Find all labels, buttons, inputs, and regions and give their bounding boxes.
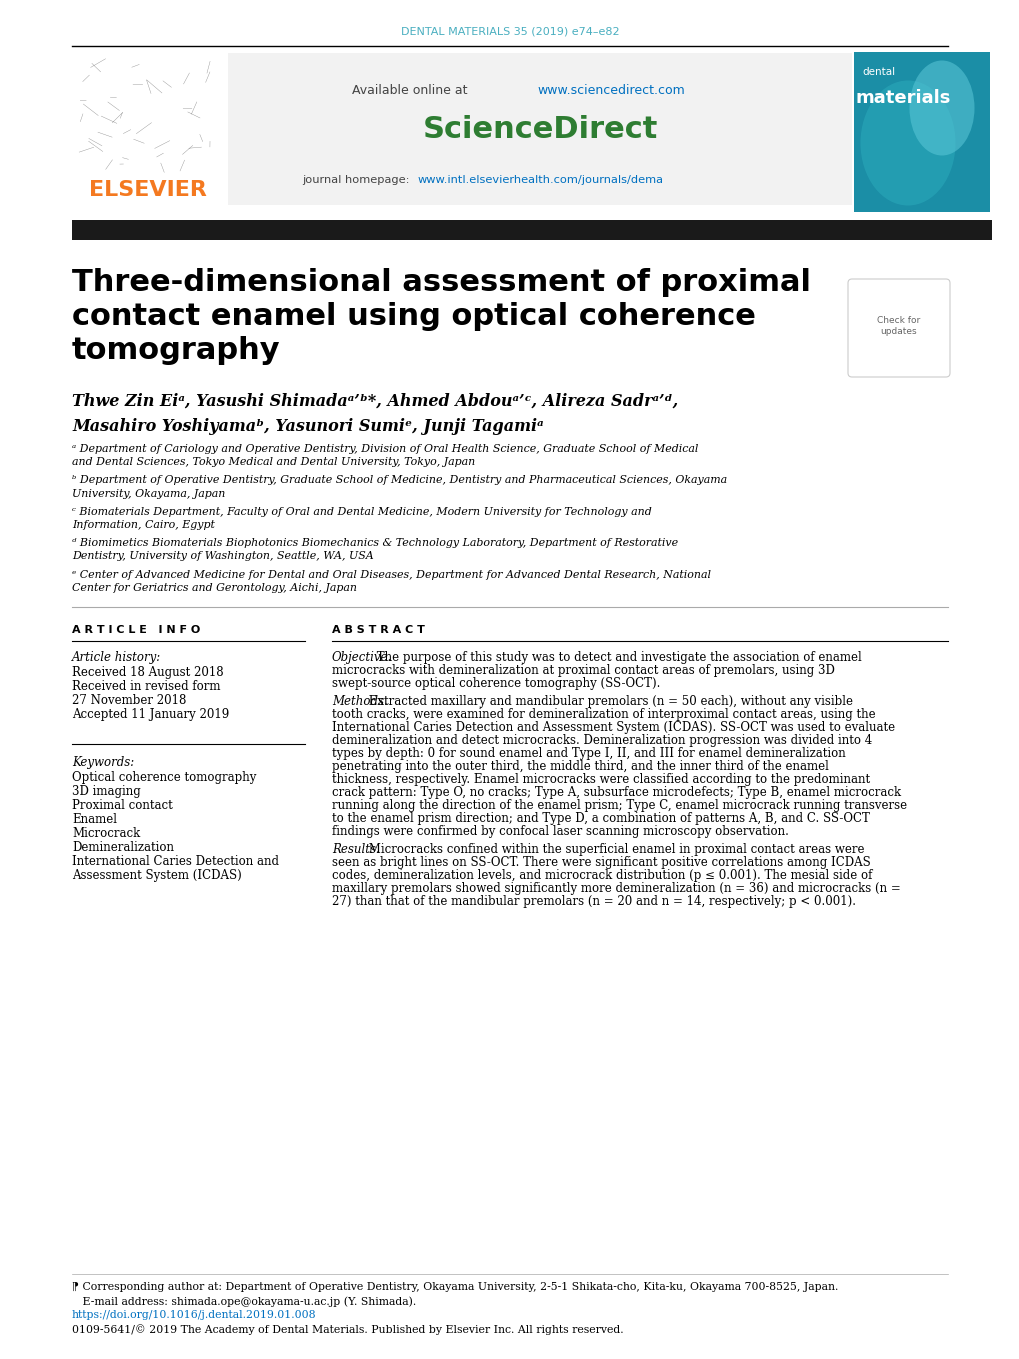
Text: to the enamel prism direction; and Type D, a combination of patterns A, B, and C: to the enamel prism direction; and Type … [331, 811, 869, 825]
Text: ScienceDirect: ScienceDirect [422, 116, 657, 144]
FancyBboxPatch shape [228, 53, 851, 205]
Text: Received 18 August 2018: Received 18 August 2018 [72, 666, 223, 680]
Text: codes, demineralization levels, and microcrack distribution (p ≤ 0.001). The mes: codes, demineralization levels, and micr… [331, 868, 871, 882]
FancyBboxPatch shape [847, 279, 949, 376]
Text: International Caries Detection and: International Caries Detection and [72, 855, 279, 868]
Text: Optical coherence tomography: Optical coherence tomography [72, 771, 256, 784]
Text: Accepted 11 January 2019: Accepted 11 January 2019 [72, 708, 229, 722]
Text: crack pattern: Type O, no cracks; Type A, subsurface microdefects; Type B, ename: crack pattern: Type O, no cracks; Type A… [331, 786, 900, 799]
FancyBboxPatch shape [72, 220, 991, 241]
Text: ELSEVIER: ELSEVIER [89, 179, 207, 200]
Text: materials: materials [855, 88, 951, 107]
Text: Thwe Zin Eiᵃ, Yasushi Shimadaᵃ’ᵇ*, Ahmed Abdouᵃ’ᶜ, Alireza Sadrᵃ’ᵈ,: Thwe Zin Eiᵃ, Yasushi Shimadaᵃ’ᵇ*, Ahmed… [72, 393, 678, 410]
Text: Keywords:: Keywords: [72, 756, 135, 769]
Text: Assessment System (ICDAS): Assessment System (ICDAS) [72, 868, 242, 882]
FancyBboxPatch shape [853, 52, 989, 212]
Text: and Dental Sciences, Tokyo Medical and Dental University, Tokyo, Japan: and Dental Sciences, Tokyo Medical and D… [72, 457, 475, 467]
Text: Available online at: Available online at [352, 83, 471, 96]
Text: journal homepage:: journal homepage: [302, 175, 413, 185]
Text: types by depth: 0 for sound enamel and Type I, II, and III for enamel deminerali: types by depth: 0 for sound enamel and T… [331, 747, 845, 760]
Text: microcracks with demineralization at proximal contact areas of premolars, using : microcracks with demineralization at pro… [331, 665, 835, 677]
Text: https://doi.org/10.1016/j.dental.2019.01.008: https://doi.org/10.1016/j.dental.2019.01… [72, 1310, 316, 1320]
Text: findings were confirmed by confocal laser scanning microscopy observation.: findings were confirmed by confocal lase… [331, 825, 788, 839]
Text: Demineralization: Demineralization [72, 841, 174, 853]
Text: tooth cracks, were examined for demineralization of interproximal contact areas,: tooth cracks, were examined for deminera… [331, 708, 874, 722]
Text: www.intl.elsevierhealth.com/journals/dema: www.intl.elsevierhealth.com/journals/dem… [418, 175, 663, 185]
Text: contact enamel using optical coherence: contact enamel using optical coherence [72, 302, 755, 332]
Text: International Caries Detection and Assessment System (ICDAS). SS-OCT was used to: International Caries Detection and Asses… [331, 722, 895, 734]
Text: ᵇ Department of Operative Dentistry, Graduate School of Medicine, Dentistry and : ᵇ Department of Operative Dentistry, Gra… [72, 476, 727, 485]
Text: ᵃ Department of Cariology and Operative Dentistry, Division of Oral Health Scien: ᵃ Department of Cariology and Operative … [72, 444, 698, 454]
Text: ᵈ Biomimetics Biomaterials Biophotonics Biomechanics & Technology Laboratory, De: ᵈ Biomimetics Biomaterials Biophotonics … [72, 538, 678, 548]
Text: www.sciencedirect.com: www.sciencedirect.com [536, 83, 684, 96]
Ellipse shape [860, 80, 955, 205]
Text: A B S T R A C T: A B S T R A C T [331, 625, 425, 635]
Text: demineralization and detect microcracks. Demineralization progression was divide: demineralization and detect microcracks.… [331, 734, 871, 747]
Text: ᵉ Center of Advanced Medicine for Dental and Oral Diseases, Department for Advan: ᵉ Center of Advanced Medicine for Dental… [72, 569, 710, 579]
Text: Proximal contact: Proximal contact [72, 799, 172, 811]
Text: Extracted maxillary and mandibular premolars (n = 50 each), without any visible: Extracted maxillary and mandibular premo… [365, 694, 852, 708]
Text: Results.: Results. [331, 843, 379, 856]
Text: University, Okayama, Japan: University, Okayama, Japan [72, 489, 225, 499]
Text: maxillary premolars showed significantly more demineralization (n = 36) and micr: maxillary premolars showed significantly… [331, 882, 900, 896]
Text: Information, Cairo, Egypt: Information, Cairo, Egypt [72, 520, 215, 530]
Text: The purpose of this study was to detect and investigate the association of ename: The purpose of this study was to detect … [373, 651, 861, 665]
Text: Article history:: Article history: [72, 651, 161, 665]
Text: ⁋ Corresponding author at: Department of Operative Dentistry, Okayama University: ⁋ Corresponding author at: Department of… [72, 1282, 838, 1292]
Text: E-mail address: shimada.ope@okayama-u.ac.jp (Y. Shimada).: E-mail address: shimada.ope@okayama-u.ac… [72, 1296, 416, 1306]
Text: Dentistry, University of Washington, Seattle, WA, USA: Dentistry, University of Washington, Sea… [72, 552, 373, 561]
Text: 27 November 2018: 27 November 2018 [72, 694, 186, 707]
Text: running along the direction of the enamel prism; Type C, enamel microcrack runni: running along the direction of the ename… [331, 799, 906, 811]
Text: thickness, respectively. Enamel microcracks were classified according to the pre: thickness, respectively. Enamel microcra… [331, 773, 869, 786]
Text: ᶜ Biomaterials Department, Faculty of Oral and Dental Medicine, Modern Universit: ᶜ Biomaterials Department, Faculty of Or… [72, 507, 651, 516]
Text: 27) than that of the mandibular premolars (n = 20 and n = 14, respectively; p < : 27) than that of the mandibular premolar… [331, 896, 855, 908]
Text: Three-dimensional assessment of proximal: Three-dimensional assessment of proximal [72, 268, 810, 298]
Text: Received in revised form: Received in revised form [72, 680, 220, 693]
Text: Microcrack: Microcrack [72, 828, 141, 840]
Text: Microcracks confined within the superficial enamel in proximal contact areas wer: Microcracks confined within the superfic… [365, 843, 863, 856]
Text: dental: dental [861, 67, 895, 77]
Ellipse shape [909, 61, 973, 155]
Text: Methods.: Methods. [331, 694, 387, 708]
Text: 3D imaging: 3D imaging [72, 786, 141, 798]
Text: penetrating into the outer third, the middle third, and the inner third of the e: penetrating into the outer third, the mi… [331, 760, 828, 773]
Text: Check for
updates: Check for updates [876, 315, 920, 337]
Text: DENTAL MATERIALS 35 (2019) e74–e82: DENTAL MATERIALS 35 (2019) e74–e82 [400, 27, 619, 37]
Text: swept-source optical coherence tomography (SS-OCT).: swept-source optical coherence tomograph… [331, 677, 659, 690]
Text: seen as bright lines on SS-OCT. There were significant positive correlations amo: seen as bright lines on SS-OCT. There we… [331, 856, 870, 868]
Text: tomography: tomography [72, 336, 280, 366]
Text: Enamel: Enamel [72, 813, 117, 826]
Text: A R T I C L E   I N F O: A R T I C L E I N F O [72, 625, 200, 635]
Text: 0109-5641/© 2019 The Academy of Dental Materials. Published by Elsevier Inc. All: 0109-5641/© 2019 The Academy of Dental M… [72, 1324, 623, 1335]
Text: Masahiro Yoshiyamaᵇ, Yasunori Sumiᵉ, Junji Tagamiᵃ: Masahiro Yoshiyamaᵇ, Yasunori Sumiᵉ, Jun… [72, 419, 543, 435]
Text: Objective.: Objective. [331, 651, 392, 665]
Text: Center for Geriatrics and Gerontology, Aichi, Japan: Center for Geriatrics and Gerontology, A… [72, 583, 357, 593]
